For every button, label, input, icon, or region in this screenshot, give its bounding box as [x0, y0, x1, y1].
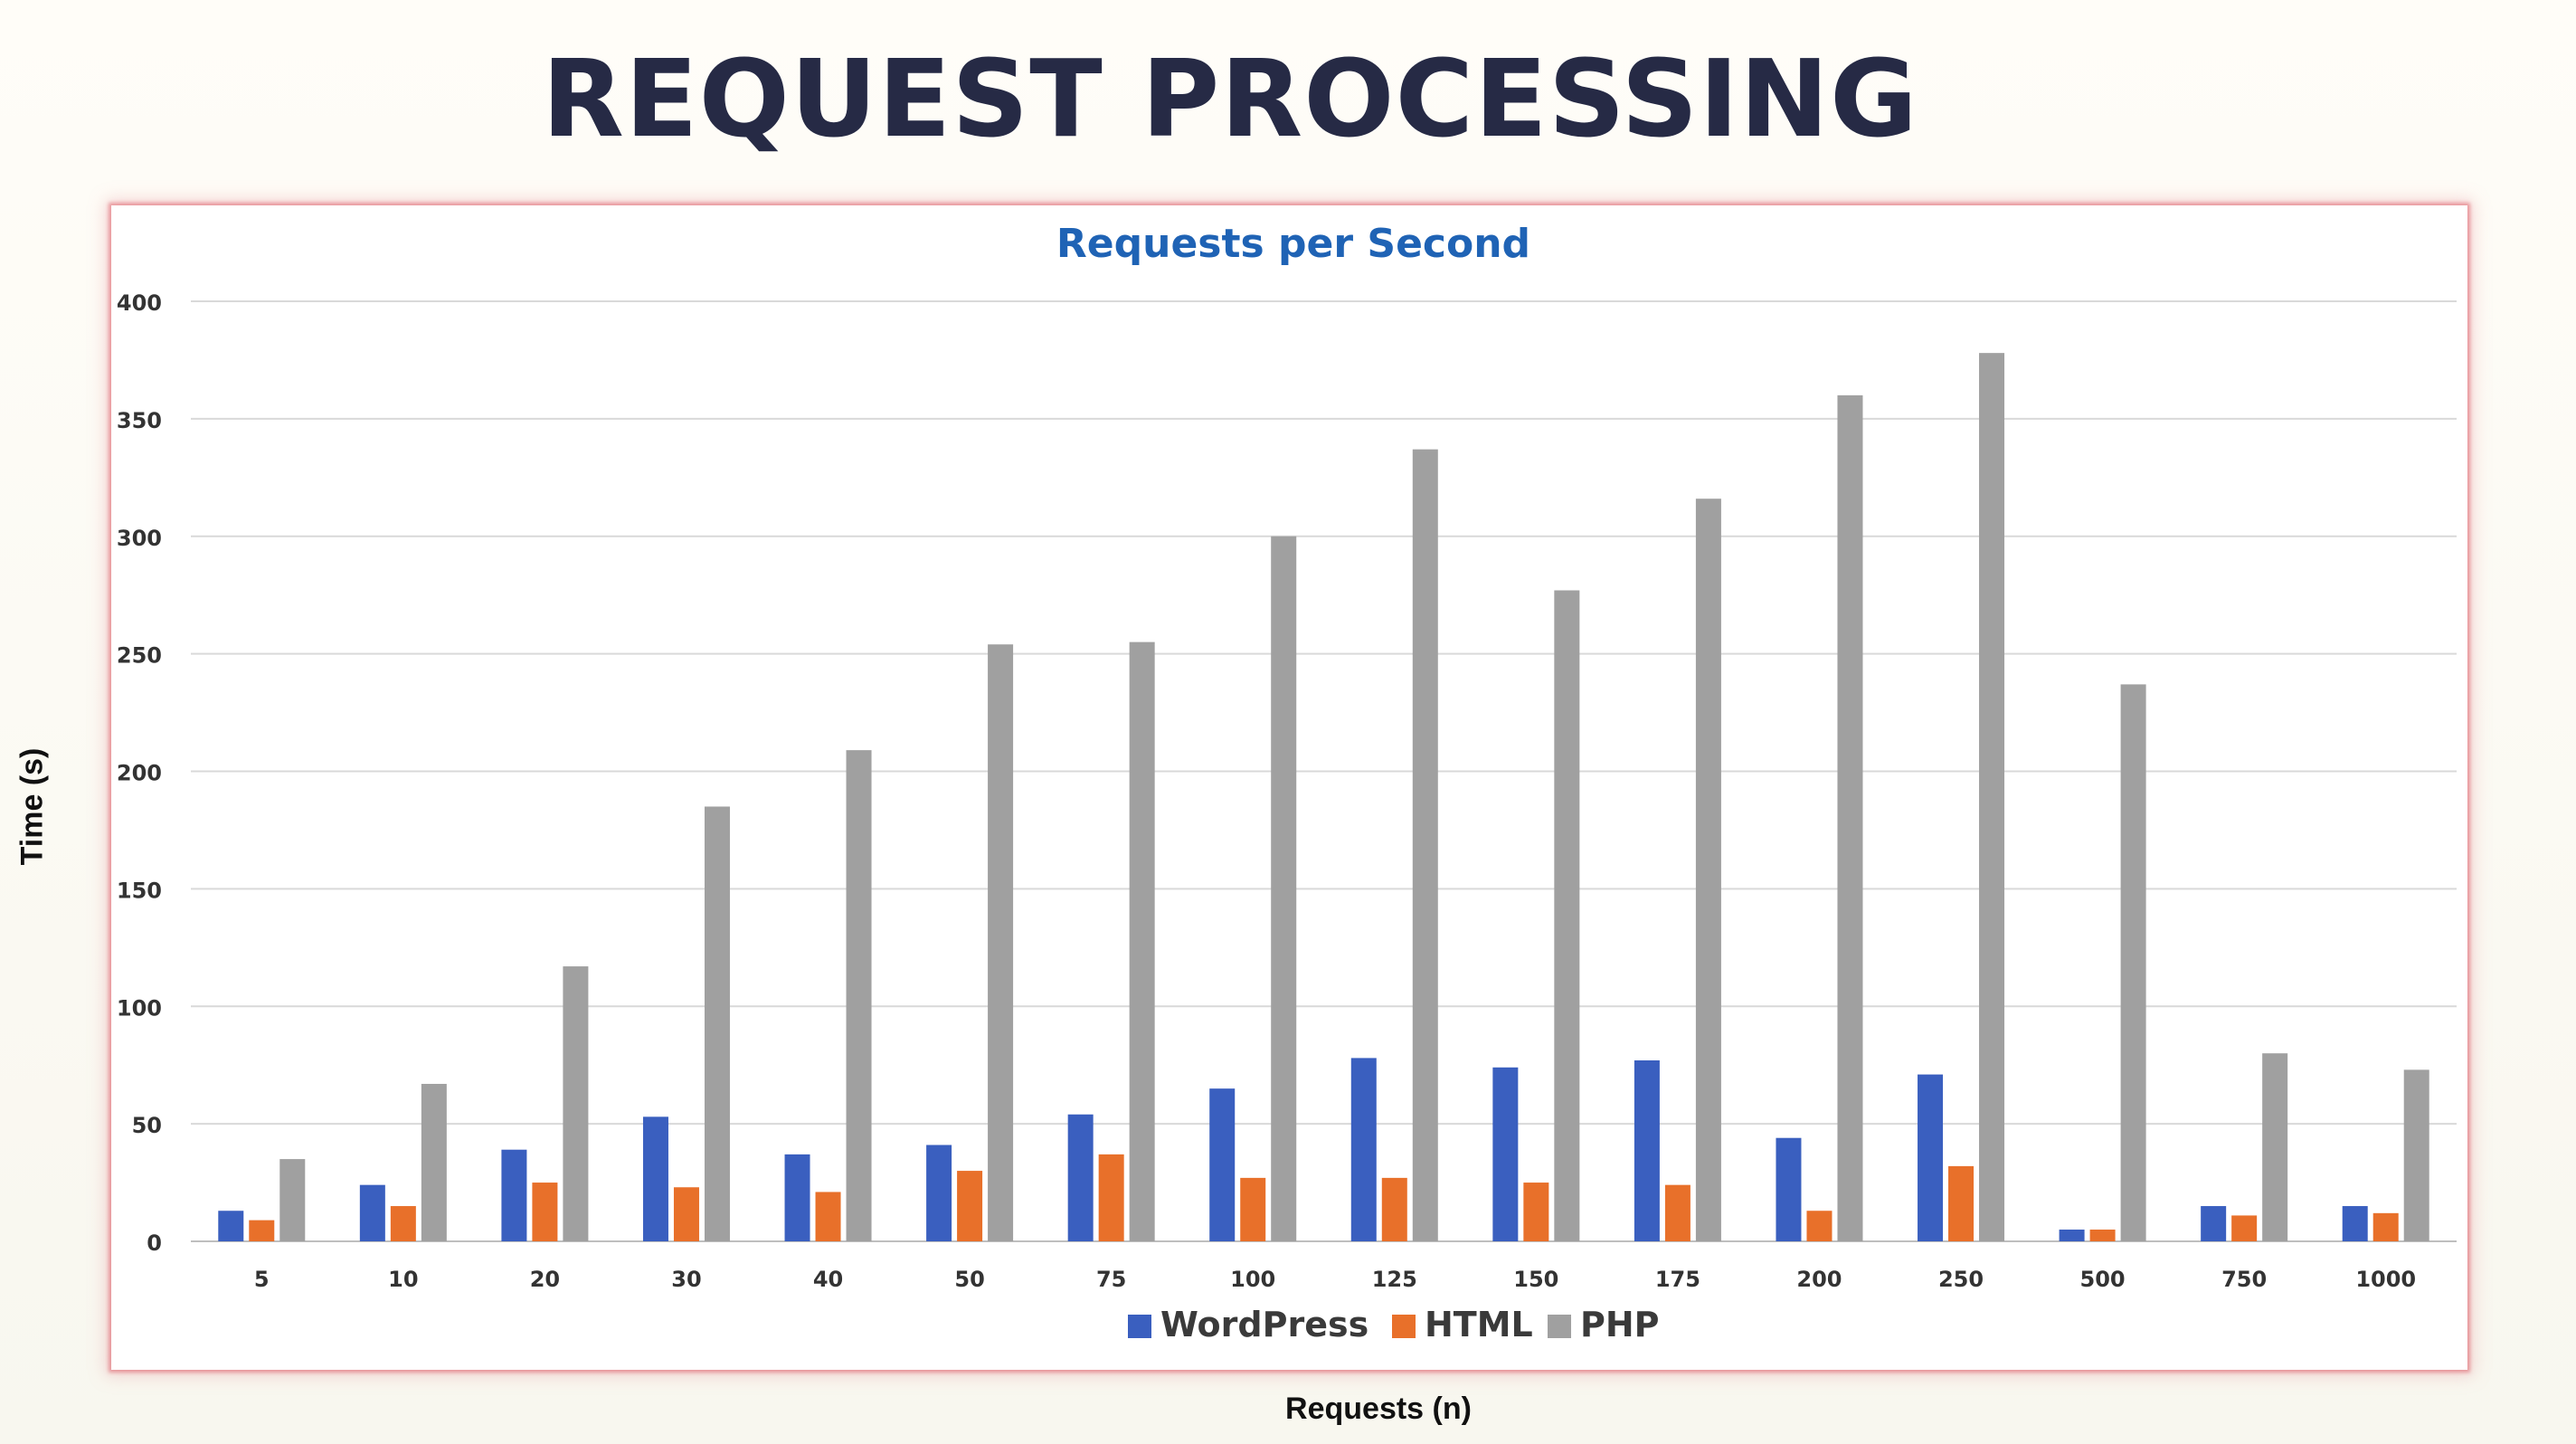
gridlines — [191, 300, 2457, 1242]
legend-label: WordPress — [1160, 1305, 1368, 1344]
bar-html-1000 — [2372, 1212, 2399, 1241]
bar-php-200 — [1837, 394, 1863, 1241]
slide-title: REQUEST PROCESSING — [542, 36, 1918, 161]
bar-wordpress-500 — [2059, 1230, 2085, 1241]
bar-wordpress-150 — [1492, 1067, 1519, 1241]
x-tick-label: 125 — [1372, 1267, 1417, 1292]
bar-html-5 — [249, 1220, 275, 1241]
legend-label: HTML — [1425, 1305, 1533, 1344]
bar-wordpress-250 — [1918, 1074, 1944, 1241]
chart-panel: Requests per Second 0 50 100 150 200 250 300 35… — [111, 205, 2467, 1370]
bar-html-200 — [1806, 1211, 1833, 1241]
bar-wordpress-750 — [2201, 1206, 2227, 1241]
x-tick-label: 5 — [254, 1267, 270, 1292]
x-tick-label: 50 — [954, 1267, 984, 1292]
y-axis-ticks: 0 50 100 150 200 250 300 350 400 — [117, 290, 162, 1256]
legend-item-html: HTML — [1392, 1305, 1533, 1344]
bar-html-100 — [1240, 1177, 1266, 1241]
bar-php-150 — [1554, 590, 1580, 1241]
bar-html-75 — [1098, 1154, 1124, 1241]
bar-php-500 — [2120, 684, 2146, 1241]
bar-php-50 — [988, 644, 1014, 1241]
x-tick-label: 100 — [1230, 1267, 1275, 1292]
bar-php-30 — [704, 806, 730, 1241]
bar-wordpress-50 — [926, 1145, 952, 1241]
bar-php-1000 — [2403, 1069, 2429, 1241]
x-tick-label: 150 — [1513, 1267, 1558, 1292]
x-tick-label: 30 — [671, 1267, 701, 1292]
legend-item-wordpress: WordPress — [1128, 1305, 1368, 1344]
y-tick-label: 50 — [132, 1113, 162, 1138]
y-tick-label: 250 — [117, 643, 162, 669]
bar-html-50 — [957, 1171, 983, 1241]
bar-html-150 — [1523, 1183, 1549, 1241]
bar-html-500 — [2089, 1230, 2116, 1241]
legend-item-php: PHP — [1548, 1305, 1660, 1344]
bar-wordpress-5 — [218, 1211, 244, 1241]
legend-label: PHP — [1580, 1305, 1660, 1344]
bar-php-750 — [2262, 1053, 2288, 1241]
bar-php-100 — [1271, 536, 1297, 1241]
bar-html-10 — [390, 1206, 416, 1241]
y-tick-label: 300 — [117, 526, 162, 551]
x-tick-label: 1000 — [2355, 1267, 2416, 1292]
y-tick-label: 350 — [117, 408, 162, 433]
bar-wordpress-40 — [784, 1154, 810, 1241]
bar-wordpress-100 — [1209, 1088, 1236, 1241]
bar-php-20 — [563, 966, 589, 1241]
bar-chart: Requests per Second 0 50 100 150 200 250 300 35… — [117, 221, 2457, 1344]
bar-php-5 — [279, 1159, 306, 1241]
bar-php-40 — [846, 750, 872, 1241]
legend-swatch — [1548, 1315, 1571, 1338]
bar-html-40 — [815, 1192, 841, 1241]
y-axis-title: Time (s) — [14, 747, 50, 866]
bar-html-750 — [2231, 1215, 2258, 1241]
bar-php-10 — [421, 1083, 447, 1241]
bar-php-125 — [1412, 449, 1438, 1242]
x-tick-label: 200 — [1796, 1267, 1842, 1292]
bar-wordpress-20 — [501, 1149, 527, 1241]
y-tick-label: 0 — [147, 1230, 162, 1256]
x-tick-label: 10 — [388, 1267, 418, 1292]
bar-php-75 — [1129, 641, 1155, 1241]
bar-html-30 — [673, 1187, 699, 1241]
x-tick-label: 500 — [2080, 1267, 2126, 1292]
x-tick-label: 75 — [1096, 1267, 1126, 1292]
bar-wordpress-125 — [1350, 1058, 1377, 1241]
x-tick-label: 175 — [1655, 1267, 1700, 1292]
bar-php-250 — [1979, 353, 2005, 1241]
bar-html-20 — [532, 1183, 558, 1241]
x-tick-label: 750 — [2221, 1267, 2267, 1292]
bar-html-125 — [1381, 1177, 1407, 1241]
bar-wordpress-10 — [359, 1184, 385, 1241]
bar-php-175 — [1695, 499, 1721, 1241]
bar-wordpress-175 — [1634, 1059, 1660, 1241]
x-axis-ticks: 5 10 20 30 40 50 75 100 125 150 175 200 250 500 750 100… — [254, 1267, 2416, 1292]
chart-title: Requests per Second — [1056, 221, 1530, 267]
bar-wordpress-200 — [1776, 1137, 1802, 1241]
y-tick-label: 100 — [117, 995, 162, 1021]
bars — [218, 353, 2429, 1242]
y-tick-label: 200 — [117, 761, 162, 786]
y-tick-label: 400 — [117, 290, 162, 316]
x-tick-label: 250 — [1938, 1267, 1984, 1292]
legend: WordPress HTML PHP — [1128, 1305, 1660, 1344]
bar-html-175 — [1664, 1184, 1690, 1241]
bar-html-250 — [1948, 1165, 1975, 1241]
x-tick-label: 40 — [813, 1267, 843, 1292]
bar-wordpress-1000 — [2342, 1206, 2368, 1241]
x-tick-label: 20 — [530, 1267, 560, 1292]
y-tick-label: 150 — [117, 878, 162, 903]
x-axis-title: Requests (n) — [1285, 1392, 1472, 1426]
legend-swatch — [1128, 1315, 1151, 1338]
legend-swatch — [1392, 1315, 1416, 1338]
bar-wordpress-75 — [1067, 1114, 1094, 1241]
bar-wordpress-30 — [642, 1116, 668, 1241]
